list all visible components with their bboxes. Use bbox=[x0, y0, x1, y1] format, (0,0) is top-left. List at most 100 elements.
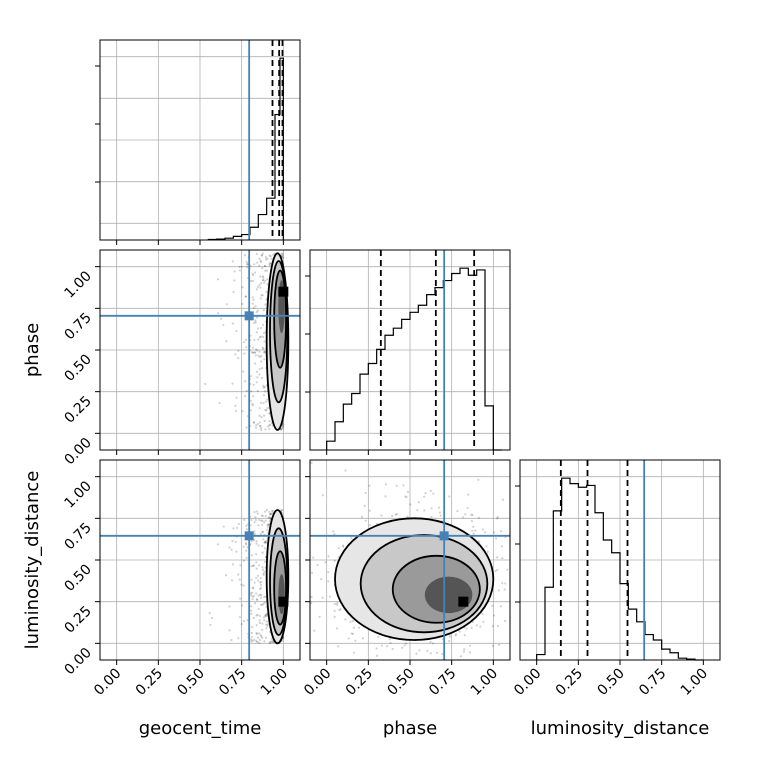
sample-point bbox=[268, 419, 271, 423]
sample-point bbox=[312, 556, 315, 559]
x-tick-label: 0.50 bbox=[384, 666, 417, 699]
sample-point bbox=[266, 523, 269, 527]
sample-point bbox=[496, 516, 499, 519]
sample-point bbox=[261, 538, 265, 541]
sample-point bbox=[259, 335, 263, 338]
sample-point bbox=[268, 510, 271, 514]
sample-point bbox=[368, 484, 371, 487]
sample-point bbox=[234, 353, 237, 356]
sample-point bbox=[532, 565, 534, 567]
y-tick-label: 1.00 bbox=[61, 268, 94, 301]
sample-point bbox=[255, 252, 258, 256]
sample-point bbox=[258, 421, 261, 424]
sample-point bbox=[263, 390, 266, 393]
density-panel-phase-luminosity_distance: 0.00 0.25 0.50 0.75 1.00 bbox=[291, 459, 534, 699]
sample-point bbox=[259, 275, 262, 278]
sample-point bbox=[364, 519, 367, 522]
density-content bbox=[291, 461, 534, 660]
sample-point bbox=[261, 622, 264, 625]
sample-point bbox=[257, 524, 260, 527]
sample-point bbox=[354, 639, 357, 642]
sample-point bbox=[256, 512, 259, 515]
sample-point bbox=[375, 654, 379, 657]
sample-point bbox=[268, 254, 271, 257]
y-tick-label: 0.75 bbox=[61, 520, 94, 553]
sample-point bbox=[262, 573, 265, 576]
sample-point bbox=[252, 383, 255, 386]
sample-point bbox=[252, 594, 255, 597]
sample-point bbox=[253, 362, 257, 365]
sample-point bbox=[243, 352, 246, 355]
sample-point bbox=[231, 322, 234, 325]
sample-point bbox=[260, 354, 263, 358]
sample-point bbox=[257, 338, 260, 341]
sample-point bbox=[232, 290, 235, 294]
sample-point bbox=[424, 492, 427, 495]
sample-point bbox=[257, 354, 260, 357]
truth-marker bbox=[244, 311, 254, 321]
sample-point bbox=[265, 290, 268, 293]
sample-point bbox=[252, 273, 255, 277]
sample-point bbox=[264, 519, 267, 522]
sample-point bbox=[258, 641, 261, 645]
sample-point bbox=[280, 427, 283, 430]
sample-point bbox=[261, 519, 264, 523]
sample-point bbox=[231, 382, 234, 385]
sample-point bbox=[266, 525, 270, 528]
sample-point bbox=[271, 640, 274, 643]
sample-point bbox=[429, 489, 432, 492]
sample-point bbox=[245, 549, 248, 552]
sample-point bbox=[496, 517, 499, 520]
sample-point bbox=[254, 305, 257, 308]
sample-point bbox=[242, 584, 245, 587]
sample-point bbox=[531, 621, 533, 623]
sample-point bbox=[254, 516, 257, 519]
sample-point bbox=[263, 560, 266, 564]
sample-point bbox=[245, 543, 248, 546]
x-tick-label: 0.75 bbox=[426, 666, 459, 699]
sample-point bbox=[259, 580, 263, 584]
sample-point bbox=[250, 594, 253, 597]
sample-point bbox=[280, 253, 283, 256]
sample-point bbox=[492, 614, 496, 617]
sample-point bbox=[254, 518, 257, 522]
sample-point bbox=[321, 494, 324, 497]
sample-point bbox=[291, 592, 293, 594]
sample-point bbox=[255, 261, 259, 264]
sample-point bbox=[231, 563, 235, 566]
sample-point bbox=[263, 601, 266, 604]
sample-point bbox=[344, 469, 347, 472]
sample-point bbox=[253, 351, 256, 354]
sample-point bbox=[333, 602, 337, 606]
sample-point bbox=[263, 619, 266, 622]
sample-point bbox=[259, 286, 262, 289]
sample-point bbox=[406, 515, 409, 518]
sample-point bbox=[258, 638, 261, 642]
sample-point bbox=[222, 323, 225, 327]
sample-point bbox=[264, 613, 267, 617]
sample-point bbox=[361, 637, 365, 640]
sample-point bbox=[281, 252, 284, 255]
sample-point bbox=[260, 603, 263, 607]
sample-point bbox=[384, 483, 388, 486]
sample-point bbox=[238, 578, 241, 581]
sample-point bbox=[333, 609, 336, 612]
sample-point bbox=[235, 550, 238, 553]
sample-point bbox=[238, 265, 241, 268]
sample-point bbox=[269, 513, 272, 516]
x-tick-label: 0.50 bbox=[594, 666, 627, 699]
sample-point bbox=[255, 639, 258, 643]
sample-point bbox=[256, 376, 259, 379]
sample-point bbox=[256, 389, 259, 392]
sample-point bbox=[426, 649, 429, 652]
sample-point bbox=[461, 516, 465, 519]
sample-point bbox=[242, 545, 245, 548]
sample-point bbox=[494, 537, 498, 540]
sample-point bbox=[527, 586, 529, 588]
y-tick-label: 0.00 bbox=[61, 435, 94, 468]
sample-point bbox=[496, 625, 499, 628]
sample-point bbox=[269, 641, 272, 644]
sample-point bbox=[455, 633, 458, 636]
sample-point bbox=[251, 351, 255, 354]
